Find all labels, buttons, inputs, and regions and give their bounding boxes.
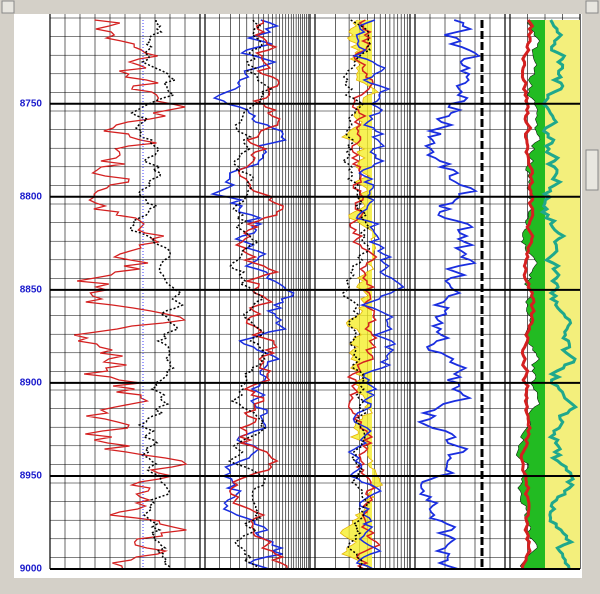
plot-area xyxy=(14,14,582,578)
log-curve xyxy=(209,19,295,570)
log-curve xyxy=(519,19,536,569)
curves xyxy=(74,19,579,570)
scroll-right-button[interactable] xyxy=(585,0,599,14)
depth-grid: 8750 8800 8850 8900 8950 9000 xyxy=(20,98,580,575)
log-curve xyxy=(341,19,372,570)
right-scrollbar[interactable] xyxy=(584,14,600,594)
depth-label: 8850 xyxy=(20,284,43,295)
depth-label: 9000 xyxy=(20,564,43,575)
depth-label: 8800 xyxy=(20,191,43,202)
scroll-thumb[interactable] xyxy=(585,149,599,191)
log-curve xyxy=(347,19,405,570)
sand-fill xyxy=(340,20,383,569)
scroll-left-button[interactable] xyxy=(1,0,15,14)
depth-label: 8950 xyxy=(20,471,43,482)
lithology-fill xyxy=(545,20,580,569)
log-curve xyxy=(129,20,184,570)
log-curve xyxy=(74,19,188,570)
log-curve xyxy=(346,19,381,570)
depth-label: 8900 xyxy=(20,378,43,389)
bottom-scrollbar[interactable] xyxy=(0,578,584,594)
log-curve xyxy=(227,19,273,570)
depth-label: 8750 xyxy=(20,98,43,109)
log-curve xyxy=(416,19,481,570)
log-curve xyxy=(539,19,579,570)
top-scrollbar[interactable] xyxy=(0,0,600,14)
shale-fill xyxy=(516,20,545,569)
